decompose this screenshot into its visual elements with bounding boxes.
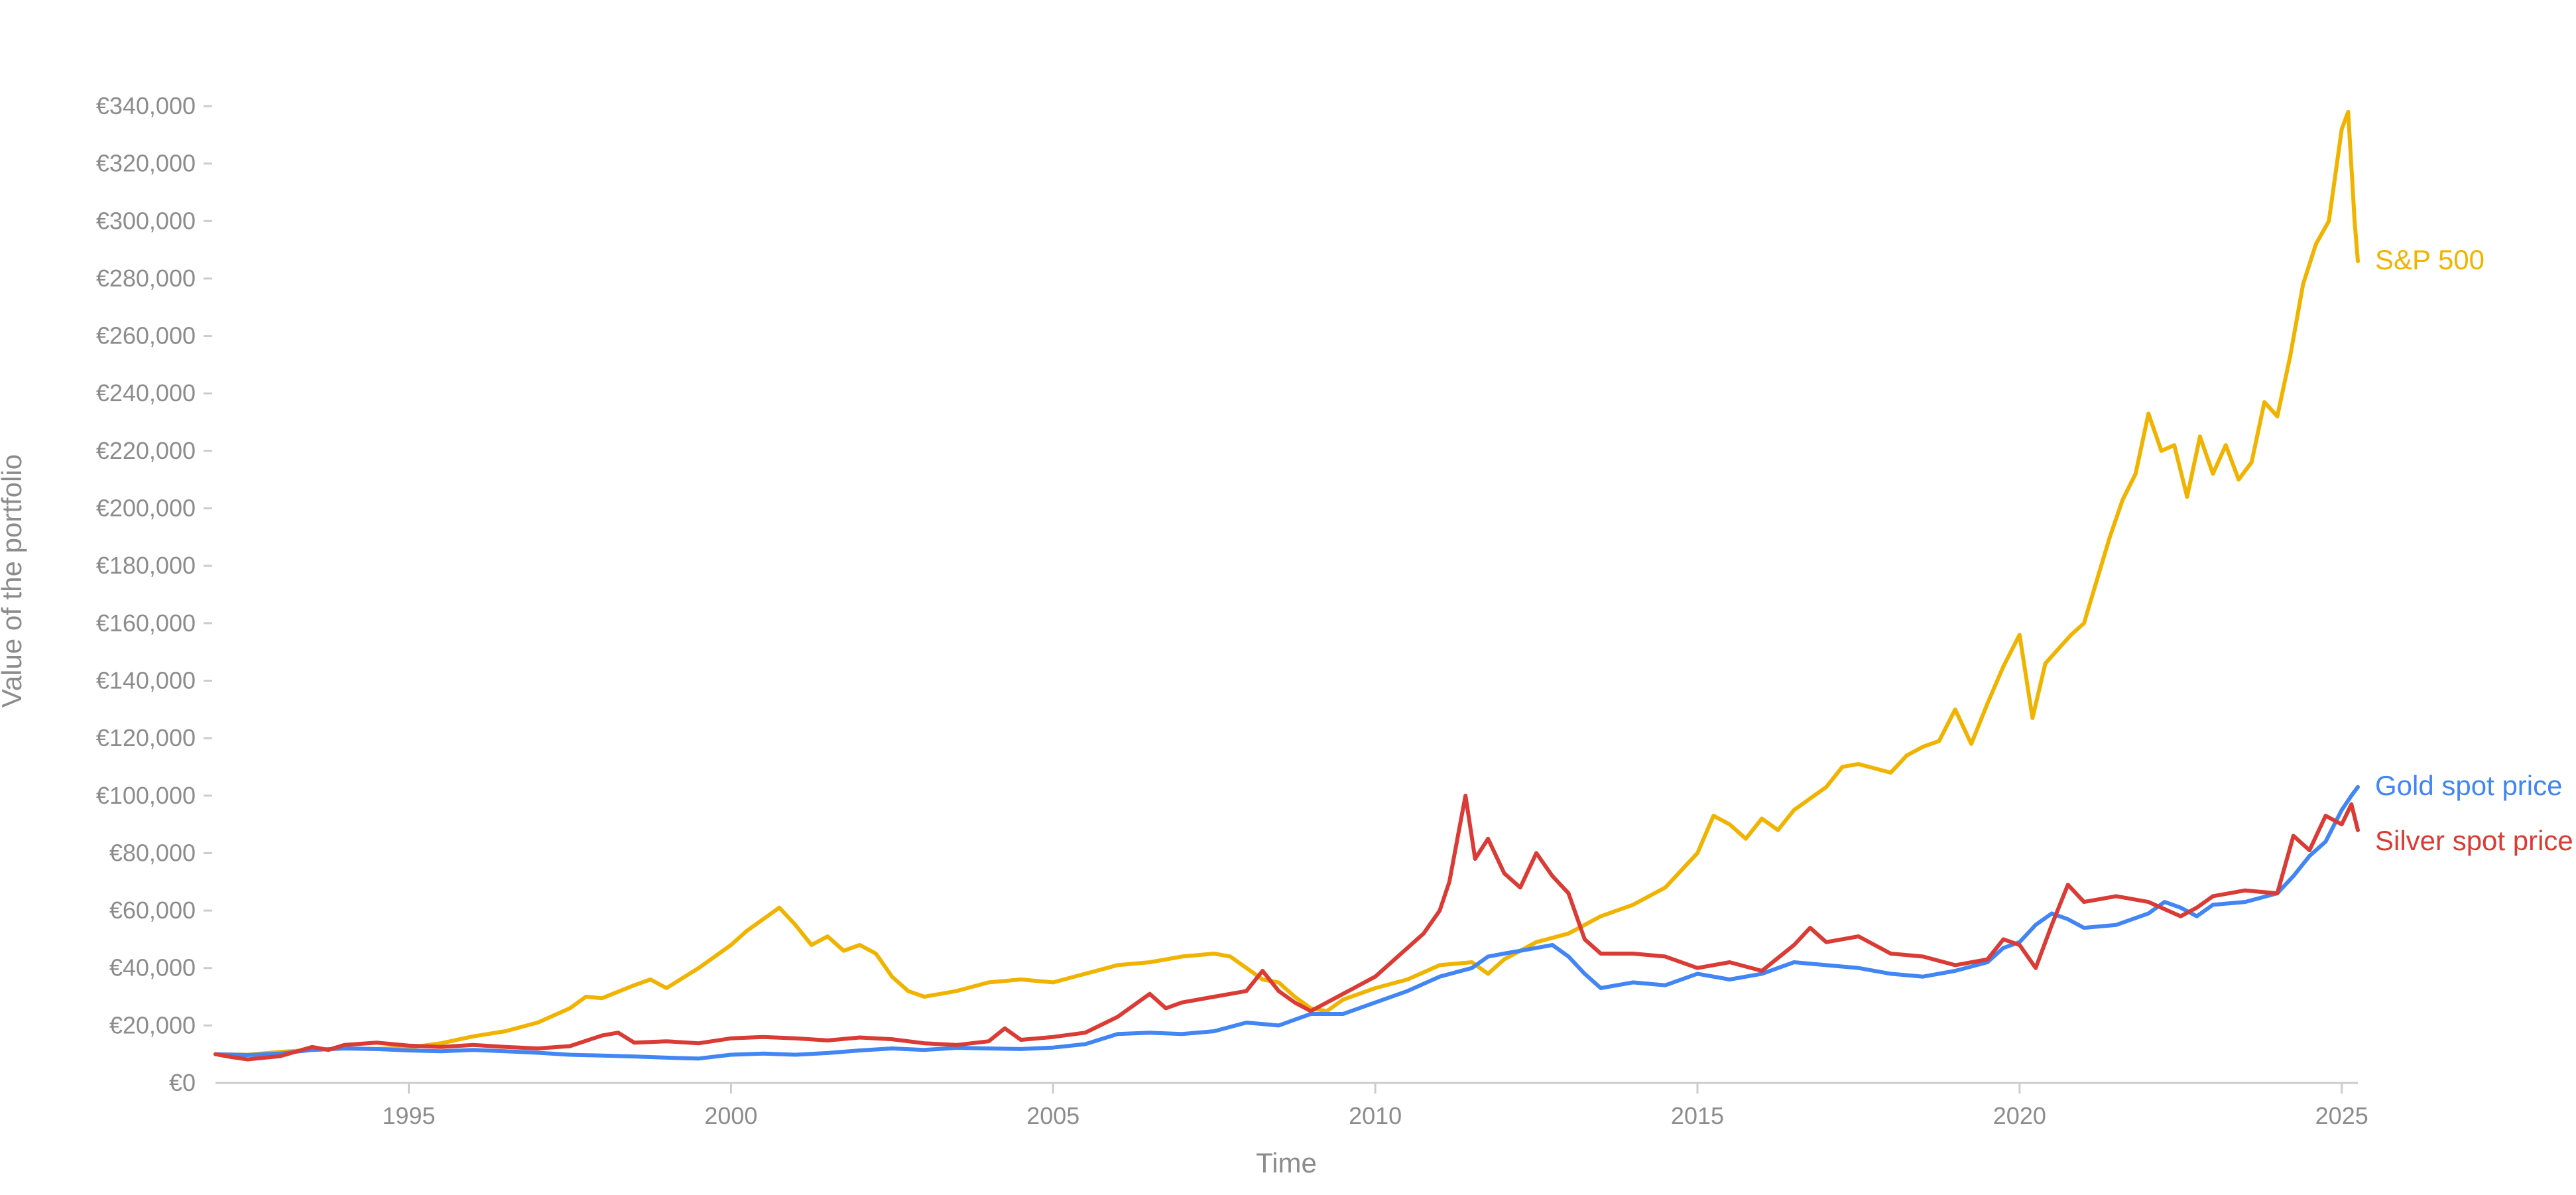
- y-tick-label: €200,000: [96, 495, 196, 522]
- x-tick-label: 2005: [1026, 1102, 1079, 1129]
- y-tick-label: €60,000: [109, 897, 196, 924]
- y-tick-label: €300,000: [96, 207, 196, 234]
- series-labels: S&P 500 Gold spot price Silver spot price: [2375, 244, 2573, 856]
- x-tick-label: 2020: [1993, 1102, 2046, 1129]
- series-lines: [214, 109, 2360, 1062]
- y-tick-label: €0: [169, 1069, 196, 1096]
- x-tick-label: 1995: [382, 1102, 435, 1129]
- series-label-1: Gold spot price: [2375, 770, 2562, 801]
- y-axis: €0 €20,000 €40,000 €60,000 €80,000 €100,000 €1…: [96, 92, 212, 1096]
- y-tick-label: €80,000: [109, 839, 196, 866]
- y-tick-label: €260,000: [96, 322, 196, 349]
- y-tick-label: €280,000: [96, 265, 196, 292]
- y-tick-label: €20,000: [109, 1011, 196, 1038]
- series-line-1: [214, 785, 2360, 1061]
- x-axis-title: Time: [1256, 1147, 1317, 1178]
- y-tick-label: €220,000: [96, 437, 196, 464]
- y-tick-label: €240,000: [96, 379, 196, 407]
- y-axis-title: Value of the portfolio: [0, 454, 27, 708]
- y-tick-label: €340,000: [96, 92, 196, 119]
- x-tick-label: 2000: [704, 1102, 757, 1129]
- y-tick-label: €320,000: [96, 150, 196, 177]
- x-tick-label: 2015: [1671, 1102, 1724, 1129]
- series-label-2: Silver spot price: [2375, 825, 2573, 856]
- y-tick-label: €160,000: [96, 609, 196, 637]
- x-axis: 1995 2000 2005 2010 2015 2020 2025: [382, 1083, 2368, 1129]
- y-tick-label: €180,000: [96, 552, 196, 579]
- y-tick-label: €100,000: [96, 782, 196, 809]
- series-line-0: [214, 109, 2360, 1057]
- y-tick-label: €40,000: [109, 954, 196, 981]
- series-label-0: S&P 500: [2375, 244, 2484, 275]
- y-tick-label: €140,000: [96, 666, 196, 694]
- x-tick-label: 2025: [2315, 1102, 2368, 1129]
- series-line-2: [214, 793, 2360, 1062]
- y-tick-label: €120,000: [96, 724, 196, 751]
- x-tick-label: 2010: [1349, 1102, 1402, 1129]
